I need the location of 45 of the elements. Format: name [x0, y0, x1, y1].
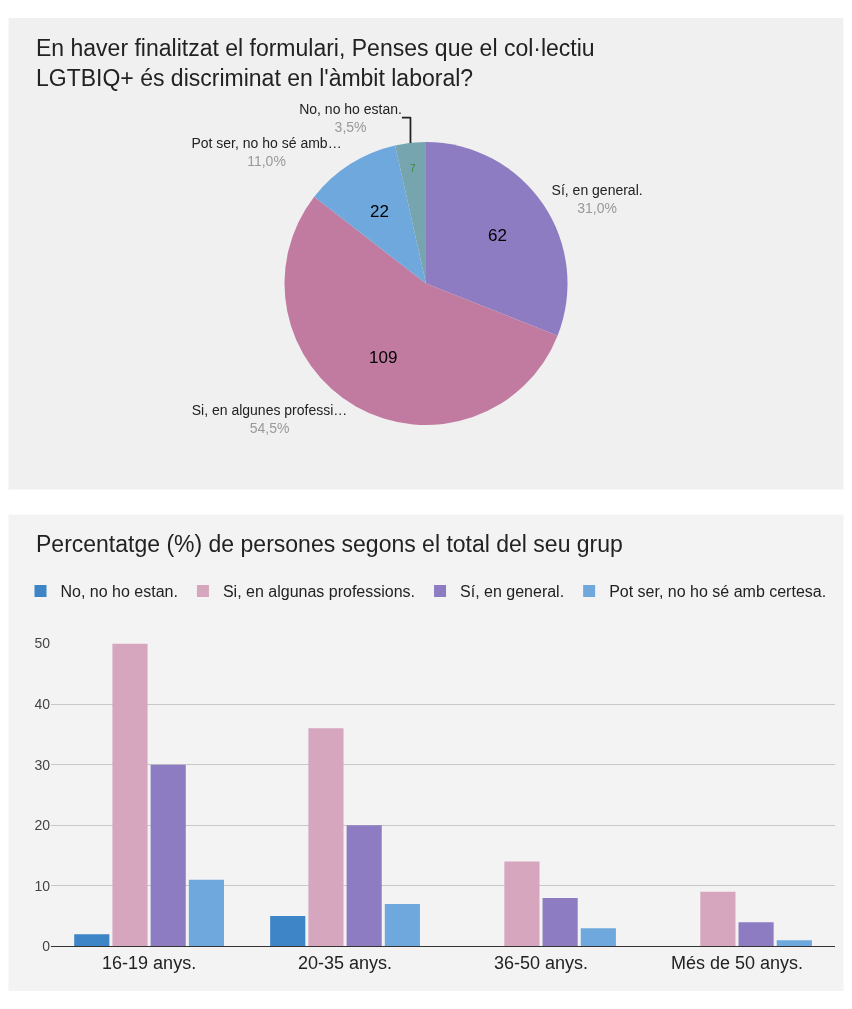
- bar: [700, 891, 736, 947]
- y-tick-label: 0: [42, 938, 51, 955]
- data-label: 22: [370, 202, 389, 221]
- pie-slice: [284, 196, 558, 425]
- data-label: 7: [410, 163, 416, 174]
- legend-label: Si, en algunas professions.: [222, 583, 416, 601]
- bar: [504, 861, 540, 947]
- legend-label: No, no ho estan.: [60, 583, 178, 601]
- pie-slice: [426, 142, 568, 336]
- bar: [150, 764, 186, 947]
- slice-label: Si, en algunes professi…: [191, 402, 348, 419]
- y-tick-label: 40: [34, 695, 51, 712]
- bar: [738, 922, 774, 947]
- x-tick-label: 36-50 anys.: [493, 952, 589, 973]
- text: 31,0%: [577, 199, 617, 216]
- chart-title: Percentatge (%) de persones segons el total del seu grup: [36, 531, 623, 557]
- bar: [542, 897, 578, 947]
- pie-slice: [395, 142, 426, 284]
- bar: [270, 916, 306, 947]
- data-label: 109: [369, 348, 398, 367]
- bar: [112, 643, 148, 947]
- bar: [776, 940, 812, 947]
- x-tick-label: Més de 50 anys.: [670, 952, 804, 973]
- bar: [346, 825, 382, 947]
- data-label: 62: [488, 226, 507, 245]
- x-tick-label: 16-19 anys.: [102, 952, 197, 973]
- y-tick-label: 10: [34, 877, 51, 894]
- y-tick-label: 50: [34, 635, 51, 652]
- bar: [580, 928, 616, 947]
- legend-label: Sí, en general.: [460, 583, 565, 601]
- bar: [384, 903, 420, 947]
- slice-label: Sí, en general.: [551, 181, 643, 198]
- y-tick-label: 30: [34, 756, 51, 773]
- text: 3,5%: [334, 118, 367, 135]
- slice-label: Pot ser, no ho sé amb…: [191, 134, 342, 151]
- bar: [308, 728, 344, 947]
- slice-label: No, no ho estan.: [299, 100, 402, 117]
- bar: [188, 879, 224, 947]
- text: 11,0%: [247, 152, 286, 169]
- x-tick-label: 20-35 anys.: [298, 952, 393, 973]
- text: 54,5%: [249, 420, 290, 437]
- bar: [74, 934, 110, 947]
- legend-label: Pot ser, no ho sé amb certesa.: [609, 583, 827, 601]
- y-tick-label: 20: [34, 817, 51, 834]
- chart-title: En haver finalitzat el formulari, Penses que el col·lectiu LGTBIQ+ és discriminat en l'àmbit laboral?: [36, 35, 595, 91]
